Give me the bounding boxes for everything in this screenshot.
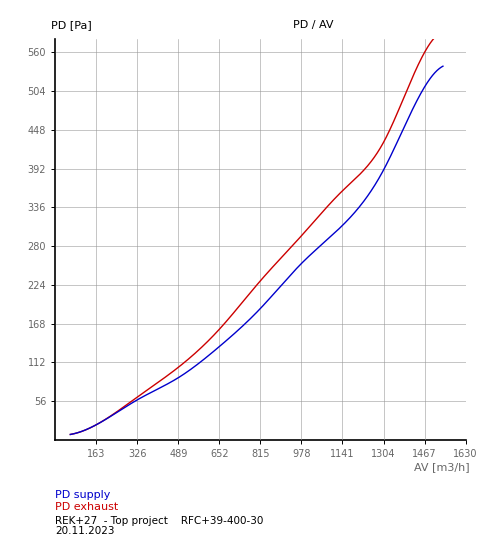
Text: AV [m3/h]: AV [m3/h] (414, 462, 470, 472)
Text: PD [Pa]: PD [Pa] (51, 20, 92, 30)
Text: REK+27  - Top project    RFC+39-400-30: REK+27 - Top project RFC+39-400-30 (55, 515, 264, 526)
Text: PD exhaust: PD exhaust (55, 502, 119, 512)
Text: PD supply: PD supply (55, 490, 110, 500)
Text: 20.11.2023: 20.11.2023 (55, 525, 115, 536)
Text: PD / AV: PD / AV (293, 20, 334, 30)
